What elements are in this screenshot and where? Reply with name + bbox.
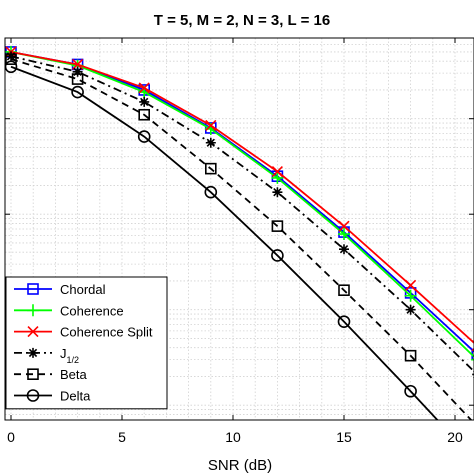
chart-title: T = 5, M = 2, N = 3, L = 16	[154, 12, 330, 29]
data-point	[205, 162, 217, 175]
data-point	[71, 73, 84, 85]
x-tick-label: 0	[7, 429, 15, 445]
legend-item: J1/2	[14, 346, 79, 365]
legend-marker	[26, 389, 40, 402]
data-point	[204, 185, 218, 199]
legend-marker	[27, 304, 39, 317]
data-point	[271, 165, 283, 178]
series-line	[10, 51, 474, 345]
data-point	[72, 66, 83, 77]
data-point	[271, 171, 284, 184]
data-point	[405, 304, 416, 315]
data-point	[471, 358, 474, 361]
legend-box	[5, 276, 168, 410]
legend-label: Delta	[60, 389, 91, 404]
data-point	[338, 228, 350, 241]
data-point	[272, 187, 283, 198]
x-axis-ticks: 0 5 10 15 20	[5, 38, 474, 445]
x-tick-label: 15	[336, 429, 352, 445]
series-line	[10, 65, 439, 420]
legend-item: Beta	[14, 367, 88, 382]
data-point	[6, 51, 16, 62]
data-point	[138, 108, 150, 121]
data-point	[138, 82, 150, 94]
data-point	[137, 130, 151, 143]
data-point	[5, 53, 17, 65]
legend-label: J1/2	[60, 346, 79, 365]
legend-marker	[27, 283, 39, 295]
data-point	[339, 244, 349, 255]
data-point	[72, 58, 84, 71]
series-line	[10, 51, 474, 358]
legend-marker	[28, 347, 38, 358]
x-tick-label: 5	[118, 429, 126, 445]
data-point	[338, 284, 350, 297]
legend-label: Chordal	[60, 282, 106, 297]
x-axis-label: SNR (dB)	[208, 457, 272, 474]
series-3	[6, 51, 474, 379]
x-tick-label: 20	[447, 429, 463, 445]
legend: Chordal Coherence Coherence Split J1/2 Beta D…	[5, 276, 168, 410]
legend-marker	[27, 326, 39, 338]
legend-label: Coherence	[60, 303, 124, 318]
data-point	[71, 85, 84, 99]
legend-label: Beta	[60, 367, 88, 382]
data-point	[205, 119, 217, 132]
legend-label: Coherence Split	[60, 325, 153, 340]
legend-item: Coherence Split	[14, 325, 153, 340]
legend-item: Delta	[14, 389, 91, 404]
data-point	[404, 384, 417, 398]
data-point	[404, 349, 417, 362]
legend-marker	[27, 368, 39, 381]
data-point	[205, 137, 216, 148]
legend-item: Coherence	[14, 303, 124, 318]
data-point	[405, 279, 417, 291]
data-point	[404, 289, 417, 302]
data-point	[337, 315, 351, 328]
data-point	[271, 220, 284, 232]
plot-frame	[4, 37, 474, 421]
series-group	[5, 45, 474, 420]
series-4	[5, 53, 473, 420]
legend-item: Chordal	[14, 282, 106, 297]
series-2	[5, 46, 474, 352]
x-tick-label: 10	[225, 429, 241, 445]
data-point	[139, 96, 150, 107]
data-point	[271, 249, 284, 262]
data-point	[338, 220, 350, 232]
